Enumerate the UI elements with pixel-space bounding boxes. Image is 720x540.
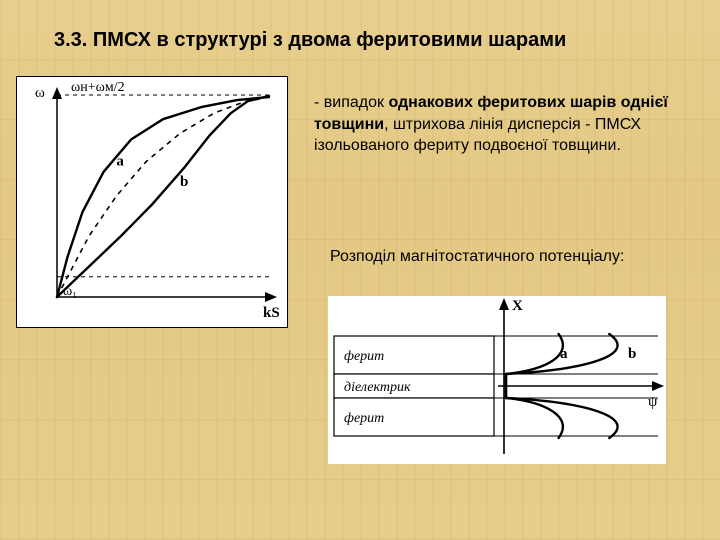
svg-text:X: X xyxy=(512,298,523,314)
potential-caption: Розподіл магнітостатичного потенціалу: xyxy=(330,246,670,268)
svg-text:b: b xyxy=(628,346,636,362)
page-title: 3.3. ПМСХ в структурі з двома феритовими… xyxy=(54,28,674,53)
potential-diagram-svg: ферит діелектрик ферит Xψ a b xyxy=(328,296,666,464)
svg-text:ω: ω xyxy=(35,85,45,101)
svg-text:kS: kS xyxy=(263,305,280,321)
dispersion-chart-svg: ωkSωн+ωм/2ω₁ab xyxy=(17,77,287,327)
svg-text:ψ: ψ xyxy=(648,394,658,410)
svg-text:a: a xyxy=(116,154,124,170)
svg-text:a: a xyxy=(560,346,568,362)
dispersion-chart: ωkSωн+ωм/2ω₁ab xyxy=(16,76,288,328)
description-paragraph: - випадок однакових феритових шарів одні… xyxy=(314,92,674,157)
svg-text:ферит: ферит xyxy=(344,349,384,364)
para1-prefix: - випадок xyxy=(314,94,388,111)
svg-text:діелектрик: діелектрик xyxy=(344,380,411,395)
svg-text:b: b xyxy=(180,174,188,190)
svg-text:ферит: ферит xyxy=(344,411,384,426)
svg-text:ωн+ωм/2: ωн+ωм/2 xyxy=(71,80,125,95)
potential-diagram: ферит діелектрик ферит Xψ a b xyxy=(328,296,666,464)
